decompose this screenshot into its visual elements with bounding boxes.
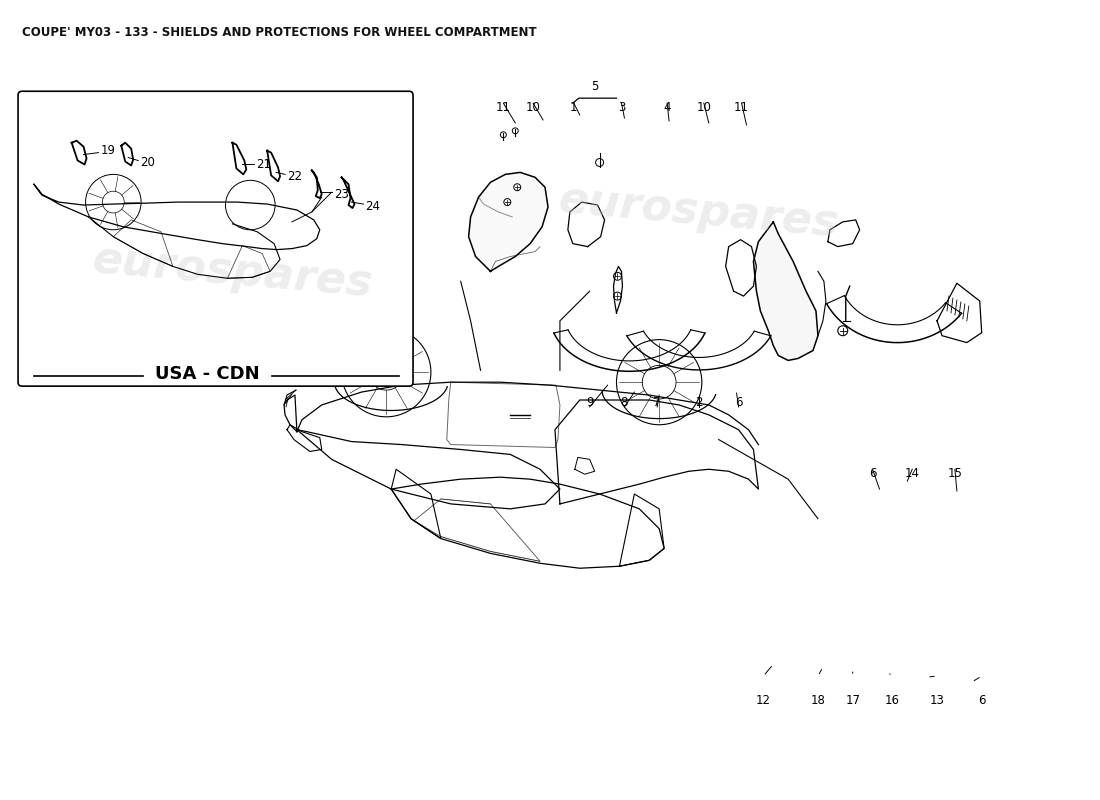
- Text: 11: 11: [734, 101, 749, 114]
- Text: 15: 15: [947, 467, 962, 480]
- Text: 10: 10: [526, 101, 540, 114]
- Text: 13: 13: [930, 694, 945, 707]
- Text: 1: 1: [570, 101, 578, 114]
- Text: 7: 7: [653, 396, 661, 409]
- Text: 9: 9: [586, 396, 593, 409]
- Text: 6: 6: [735, 396, 743, 409]
- Text: COUPE' MY03 - 133 - SHIELDS AND PROTECTIONS FOR WHEEL COMPARTMENT: COUPE' MY03 - 133 - SHIELDS AND PROTECTI…: [22, 26, 537, 39]
- Text: 3: 3: [618, 101, 625, 114]
- Text: 4: 4: [663, 101, 671, 114]
- Text: 17: 17: [845, 694, 860, 707]
- Text: eurospares: eurospares: [557, 178, 840, 246]
- Polygon shape: [754, 222, 818, 361]
- Text: 20: 20: [140, 156, 155, 169]
- Text: 23: 23: [333, 188, 349, 201]
- Text: 16: 16: [884, 694, 900, 707]
- Text: 10: 10: [696, 101, 712, 114]
- Text: 5: 5: [591, 80, 598, 94]
- Text: 2: 2: [695, 396, 703, 409]
- Text: 19: 19: [100, 144, 116, 157]
- Text: eurospares: eurospares: [90, 238, 374, 305]
- Text: 12: 12: [756, 694, 771, 707]
- Polygon shape: [469, 172, 548, 271]
- Text: 24: 24: [365, 199, 381, 213]
- Text: 11: 11: [496, 101, 510, 114]
- Text: 6: 6: [869, 467, 877, 480]
- Text: 8: 8: [620, 396, 628, 409]
- Text: 6: 6: [978, 694, 986, 707]
- Text: 22: 22: [287, 170, 303, 183]
- Text: 14: 14: [904, 467, 920, 480]
- Text: 21: 21: [256, 158, 272, 171]
- Text: 18: 18: [811, 694, 825, 707]
- FancyBboxPatch shape: [18, 91, 412, 386]
- Text: USA - CDN: USA - CDN: [155, 366, 260, 383]
